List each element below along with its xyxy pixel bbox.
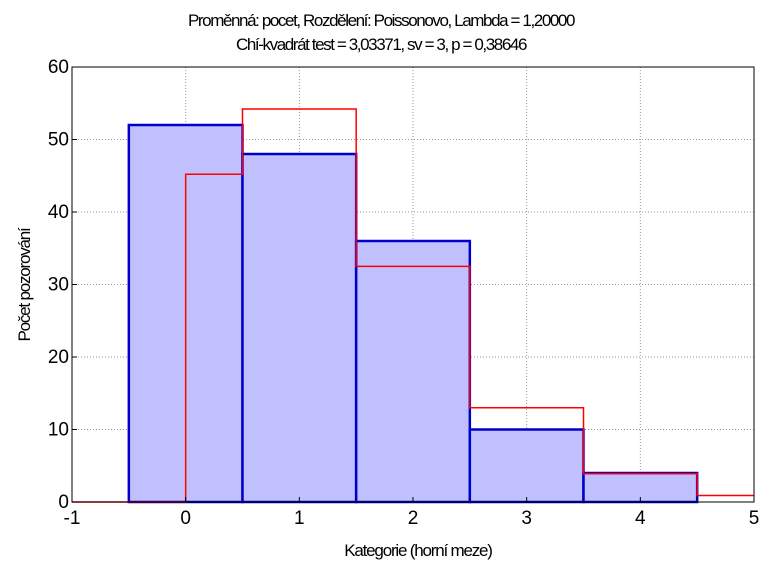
y-tick-label: 40	[48, 202, 69, 223]
histogram-bar	[468, 428, 585, 504]
y-ticks: 0 10 20 30 40 50 60	[48, 57, 77, 513]
x-axis-label: Kategorie (horní meze)	[344, 541, 492, 560]
x-tick-label: 0	[180, 508, 191, 529]
y-tick-label: 30	[48, 275, 69, 296]
y-tick-label: 50	[48, 130, 69, 151]
x-tick-label: 5	[749, 508, 760, 529]
y-tick-label: 20	[48, 347, 69, 368]
y-axis-label: Počet pozorování	[15, 227, 34, 342]
chart-title: Proměnná: pocet, Rozdělení: Poissonovo, …	[188, 11, 575, 30]
x-tick-label: 1	[294, 508, 305, 529]
expected-line	[72, 108, 754, 503]
y-tick-label: 0	[58, 492, 69, 513]
x-ticks: -1 0 1 2 3 4 5	[64, 497, 760, 529]
histogram-bar	[241, 152, 358, 504]
x-tick-label: 2	[408, 508, 419, 529]
histogram-bar	[354, 239, 472, 504]
x-tick-label: -1	[64, 508, 81, 529]
x-tick-label: 4	[635, 508, 646, 529]
bars-group	[127, 123, 699, 504]
y-tick-label: 10	[48, 420, 69, 441]
x-tick-label: 3	[521, 508, 532, 529]
chart-subtitle: Chí-kvadrát test = 3,03371, sv = 3, p = …	[236, 35, 527, 54]
y-tick-label: 60	[48, 57, 69, 78]
